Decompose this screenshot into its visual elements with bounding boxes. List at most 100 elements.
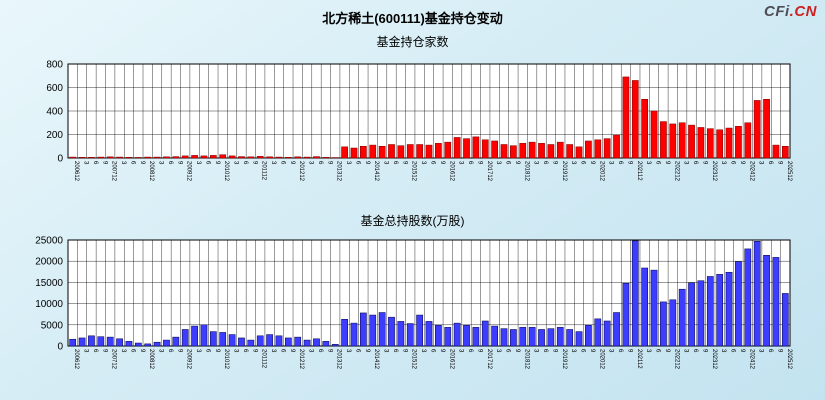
svg-text:200912: 200912 bbox=[186, 349, 192, 370]
svg-text:3: 3 bbox=[570, 161, 576, 165]
bar bbox=[772, 257, 780, 347]
svg-text:200812: 200812 bbox=[148, 349, 154, 370]
bar bbox=[406, 144, 414, 159]
bar bbox=[341, 146, 348, 159]
svg-text:202012: 202012 bbox=[598, 161, 604, 182]
bar bbox=[660, 301, 667, 347]
svg-text:201812: 201812 bbox=[523, 161, 529, 182]
bar bbox=[613, 134, 620, 159]
svg-text:201912: 201912 bbox=[561, 349, 567, 370]
bar bbox=[491, 325, 498, 347]
bar bbox=[575, 146, 583, 159]
bar bbox=[303, 339, 311, 347]
svg-text:9: 9 bbox=[289, 161, 295, 165]
bar bbox=[669, 123, 677, 159]
logo-text-main: CFi bbox=[763, 3, 790, 20]
bar bbox=[256, 156, 264, 159]
svg-text:202112: 202112 bbox=[636, 349, 642, 369]
bar bbox=[406, 323, 414, 347]
svg-text:201612: 201612 bbox=[448, 349, 454, 370]
svg-text:6: 6 bbox=[204, 161, 210, 165]
svg-text:200612: 200612 bbox=[73, 161, 79, 182]
bar bbox=[688, 282, 695, 347]
svg-text:3: 3 bbox=[345, 161, 351, 165]
svg-text:6: 6 bbox=[730, 161, 736, 165]
bar bbox=[706, 128, 714, 159]
bar bbox=[247, 156, 255, 159]
svg-text:3: 3 bbox=[495, 349, 501, 353]
bar bbox=[369, 144, 377, 159]
bar bbox=[622, 76, 630, 159]
bar bbox=[144, 343, 152, 347]
svg-text:201712: 201712 bbox=[486, 349, 492, 370]
bar bbox=[350, 147, 358, 159]
svg-text:3: 3 bbox=[120, 161, 126, 165]
bar bbox=[303, 156, 311, 159]
bar bbox=[641, 267, 649, 347]
bar bbox=[435, 143, 442, 159]
bar bbox=[753, 100, 761, 159]
svg-text:9: 9 bbox=[139, 161, 145, 165]
bar bbox=[725, 127, 733, 159]
svg-text:3: 3 bbox=[758, 161, 764, 165]
bar bbox=[781, 146, 789, 159]
svg-text:6: 6 bbox=[92, 161, 98, 165]
bar bbox=[200, 324, 208, 347]
svg-text:201812: 201812 bbox=[523, 349, 529, 370]
svg-text:9: 9 bbox=[701, 161, 707, 165]
bar bbox=[641, 99, 649, 159]
svg-text:3: 3 bbox=[495, 161, 501, 165]
bar bbox=[294, 336, 302, 347]
svg-text:201612: 201612 bbox=[448, 161, 454, 182]
svg-text:15000: 15000 bbox=[35, 278, 63, 289]
svg-text:6: 6 bbox=[92, 349, 98, 353]
svg-text:3: 3 bbox=[195, 349, 201, 353]
bar bbox=[256, 335, 264, 347]
svg-text:6: 6 bbox=[354, 161, 360, 165]
bar bbox=[78, 337, 86, 347]
bar bbox=[313, 338, 320, 347]
svg-text:9: 9 bbox=[776, 349, 782, 353]
bar bbox=[763, 99, 770, 159]
svg-text:3: 3 bbox=[383, 349, 389, 353]
bar bbox=[622, 282, 630, 347]
bar bbox=[285, 337, 292, 347]
svg-text:3: 3 bbox=[608, 161, 614, 165]
bar bbox=[772, 144, 780, 159]
bar bbox=[209, 155, 217, 159]
svg-text:3: 3 bbox=[645, 161, 651, 165]
svg-text:9: 9 bbox=[626, 161, 632, 165]
bar bbox=[725, 271, 733, 347]
svg-text:201412: 201412 bbox=[373, 349, 379, 370]
bar bbox=[172, 336, 180, 347]
bar bbox=[285, 157, 292, 159]
svg-text:9: 9 bbox=[476, 349, 482, 353]
svg-text:202012: 202012 bbox=[598, 349, 604, 370]
bar bbox=[125, 341, 133, 347]
svg-text:200612: 200612 bbox=[73, 349, 79, 370]
svg-text:9: 9 bbox=[364, 349, 370, 353]
bar bbox=[88, 335, 95, 347]
bar bbox=[660, 121, 667, 159]
svg-text:9: 9 bbox=[664, 161, 670, 165]
svg-text:9: 9 bbox=[101, 161, 107, 165]
bar bbox=[481, 320, 489, 347]
svg-text:201312: 201312 bbox=[336, 349, 342, 370]
svg-text:9: 9 bbox=[326, 161, 332, 165]
bar bbox=[594, 139, 602, 159]
bar bbox=[163, 156, 170, 159]
bar bbox=[650, 269, 658, 347]
svg-text:3: 3 bbox=[383, 161, 389, 165]
svg-text:6: 6 bbox=[692, 161, 698, 165]
svg-text:201512: 201512 bbox=[411, 161, 417, 182]
bar bbox=[781, 293, 789, 347]
bar bbox=[209, 331, 217, 347]
svg-text:6: 6 bbox=[617, 161, 623, 165]
svg-text:6: 6 bbox=[767, 161, 773, 165]
bar bbox=[153, 156, 161, 159]
svg-text:3: 3 bbox=[270, 349, 276, 353]
bar bbox=[716, 274, 724, 347]
svg-text:0: 0 bbox=[57, 154, 63, 165]
bar bbox=[397, 145, 405, 159]
